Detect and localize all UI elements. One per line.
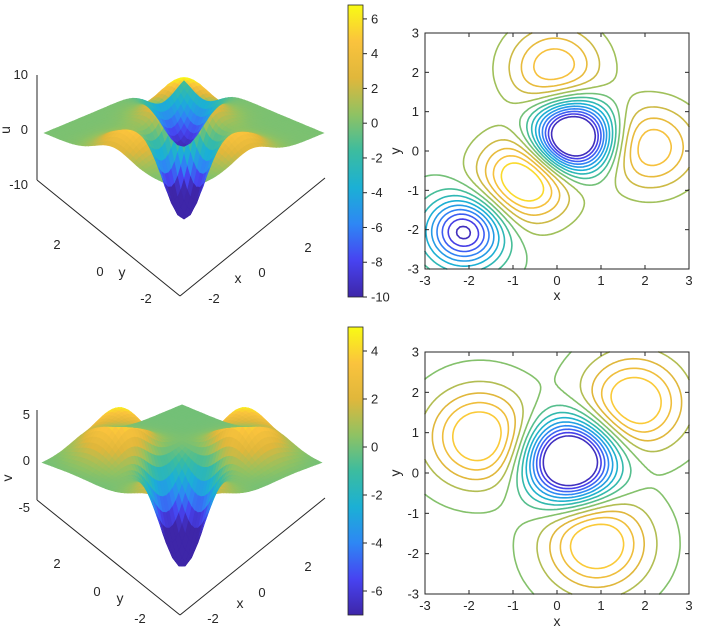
x-tick-label: -2 [463,273,475,288]
y-tick-label: -3 [407,587,419,602]
colorbar-tick-label: -2 [371,150,383,165]
x-axis-line [179,177,326,297]
x-tick-label: -2 [463,598,475,613]
y-tick-label: 3 [412,345,419,360]
colorbar-tick-label: -10 [371,290,390,305]
y-tick-label: 0 [412,466,419,481]
z-tick-label: 0 [23,453,30,468]
x-axis-label: x [554,287,561,303]
z-tick-label: 5 [23,407,30,422]
y-tick-label: 2 [412,385,419,400]
y-tick-label: -2 [407,546,419,561]
x-tick-label: 2 [304,559,311,574]
y-tick-label: 0 [96,264,103,279]
x-tick-label: -1 [507,598,519,613]
colorbar-tick-label: 4 [371,46,378,61]
x-tick-label: 0 [553,273,560,288]
y-axis-label: y [117,590,124,606]
colorbar-tick-label: 6 [371,11,378,26]
colorbar-tick-label: 0 [371,440,378,455]
y-tick-label: 2 [53,556,60,571]
x-axis-label: x [235,270,242,286]
surface-u-mesh [43,77,325,220]
colorbar-tick-label: -8 [371,255,383,270]
y-tick-label: 0 [412,144,419,159]
plot-area [425,352,689,594]
y-tick-label: -1 [407,506,419,521]
z-tick-label: 10 [14,67,28,82]
colorbar-tick-label: 2 [371,392,378,407]
colorbar-gradient [347,326,364,616]
x-tick-label: -2 [208,291,220,306]
x-tick-label: -1 [507,273,519,288]
surface-v-mesh [41,404,323,567]
surface-plot-v: 5 0 -5 v 2 0 -2 y -2 0 2 x [0,404,326,626]
y-tick-label: 3 [412,26,419,41]
contour-plot-u: -3 -2 -1 0 1 2 3 3 2 1 0 -1 -2 -3 x y [387,26,693,304]
colorbar-tick-label: -4 [371,185,383,200]
y-tick-label: -2 [407,222,419,237]
x-tick-label: 2 [641,598,648,613]
x-tick-label: 3 [685,273,692,288]
x-tick-label: 0 [258,265,265,280]
colorbar-v: 4 2 0 -2 -4 -6 [347,326,383,616]
x-tick-label: 0 [553,598,560,613]
x-axis-label: x [554,613,561,628]
x-tick-label: 1 [597,598,604,613]
z-axis-label: u [0,126,13,134]
colorbar-tick-label: -6 [371,584,383,599]
x-tick-label: 3 [685,598,692,613]
y-tick-label: 2 [53,237,60,252]
y-axis-label: y [387,148,403,155]
colorbar-gradient [347,4,364,298]
x-tick-label: -3 [419,598,431,613]
y-tick-label: -3 [407,262,419,277]
y-tick-label: 1 [412,425,419,440]
colorbar-tick-label: 4 [371,344,378,359]
y-tick-label: -2 [134,611,146,626]
y-axis-label: y [387,470,403,477]
x-tick-label: -3 [419,273,431,288]
colorbar-tick-label: -4 [371,536,383,551]
x-tick-label: -2 [207,611,219,626]
colorbar-u: 6 4 2 0 -2 -4 -6 -8 -10 [347,4,390,305]
z-tick-label: 0 [21,122,28,137]
x-tick-label: 2 [641,273,648,288]
colorbar-tick-label: -6 [371,220,383,235]
z-axis-label: v [0,475,15,482]
y-tick-label: 1 [412,104,419,119]
colorbar-tick-label: -2 [371,488,383,503]
x-tick-label: 1 [597,273,604,288]
contour-plot-v: -3 -2 -1 0 1 2 3 3 2 1 0 -1 -2 -3 x y [387,345,693,628]
y-tick-label: -2 [140,291,152,306]
colorbar-tick-label: 2 [371,81,378,96]
y-tick-label: -1 [407,183,419,198]
colorbar-tick-label: 0 [371,116,378,131]
surface-plot-u: 10 0 -10 u 2 0 -2 y -2 0 2 x [0,67,326,306]
z-tick-label: -5 [18,500,30,515]
y-tick-label: 0 [93,584,100,599]
x-tick-label: 2 [304,240,311,255]
y-tick-label: 2 [412,65,419,80]
x-axis-label: x [237,595,244,611]
x-tick-label: 0 [258,585,265,600]
y-axis-label: y [119,264,126,280]
z-tick-label: -10 [9,177,28,192]
